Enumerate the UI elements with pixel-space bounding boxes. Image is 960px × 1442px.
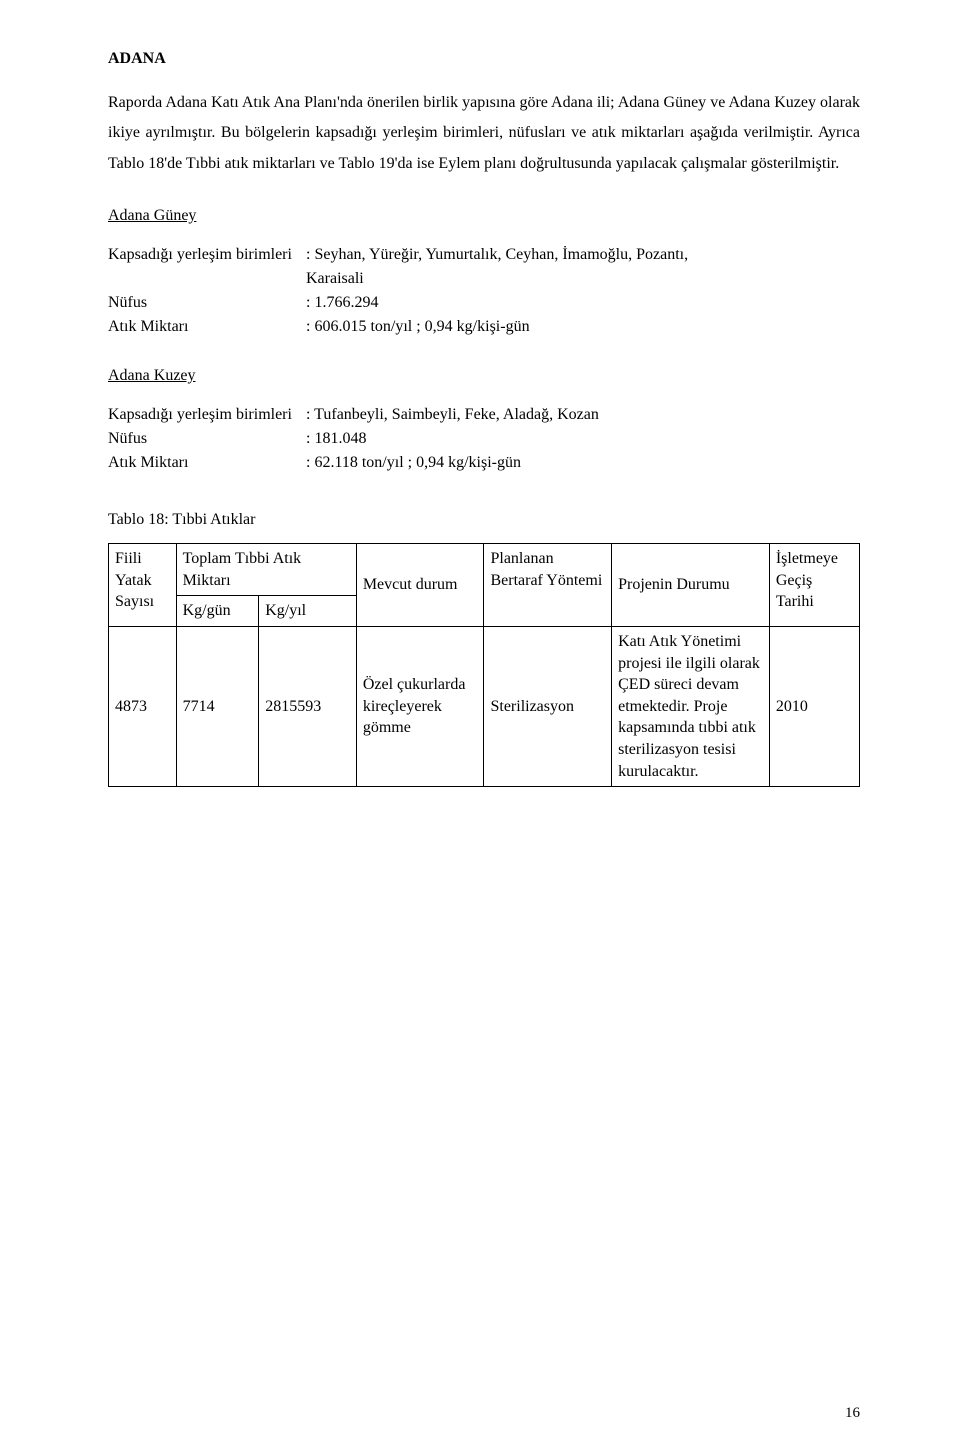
th-planlanan: Planlanan Bertaraf Yöntemi [484, 544, 612, 627]
kuzey-kapsam-value: : Tufanbeyli, Saimbeyli, Feke, Aladağ, K… [306, 403, 860, 427]
guney-nufus-label: Nüfus [108, 291, 306, 315]
kuzey-atik-value: : 62.118 ton/yıl ; 0,94 kg/kişi-gün [306, 451, 860, 475]
table18-caption: Tablo 18: Tıbbi Atıklar [108, 511, 860, 529]
guney-heading: Adana Güney [108, 207, 860, 225]
guney-atik-label: Atık Miktarı [108, 315, 306, 339]
th-toplam: Toplam Tıbbi Atık Miktarı [176, 544, 356, 596]
page-number: 16 [845, 1405, 860, 1422]
td-projenin: Katı Atık Yönetimi projesi ile ilgili ol… [612, 626, 770, 786]
guney-kapsam-label: Kapsadığı yerleşim birimleri [108, 243, 306, 267]
th-mevcut: Mevcut durum [356, 544, 484, 627]
kuzey-kapsam-label: Kapsadığı yerleşim birimleri [108, 403, 306, 427]
table-row: 4873 7714 2815593 Özel çukurlarda kireçl… [109, 626, 860, 786]
table-header-row: Fiili Yatak Sayısı Toplam Tıbbi Atık Mik… [109, 544, 860, 596]
kuzey-heading: Adana Kuzey [108, 367, 860, 385]
td-mevcut: Özel çukurlarda kireçleyerek gömme [356, 626, 484, 786]
guney-atik-value: : 606.015 ton/yıl ; 0,94 kg/kişi-gün [306, 315, 860, 339]
th-kg-yil: Kg/yıl [259, 596, 357, 627]
th-projenin: Projenin Durumu [612, 544, 770, 627]
guney-kapsam-value-2: Karaisali [306, 267, 364, 291]
intro-paragraph: Raporda Adana Katı Atık Ana Planı'nda ön… [108, 88, 860, 179]
kuzey-nufus-value: : 181.048 [306, 427, 860, 451]
kuzey-nufus-label: Nüfus [108, 427, 306, 451]
guney-block: Kapsadığı yerleşim birimleri : Seyhan, Y… [108, 243, 860, 339]
guney-kapsam-value-1: : Seyhan, Yüreğir, Yumurtalık, Ceyhan, İ… [306, 243, 860, 267]
guney-nufus-value: : 1.766.294 [306, 291, 860, 315]
kuzey-atik-label: Atık Miktarı [108, 451, 306, 475]
td-fiili: 4873 [109, 626, 177, 786]
td-kg-gun: 7714 [176, 626, 259, 786]
td-planlanan: Sterilizasyon [484, 626, 612, 786]
table18: Fiili Yatak Sayısı Toplam Tıbbi Atık Mik… [108, 543, 860, 787]
th-isletmeye: İşletmeye Geçiş Tarihi [769, 544, 859, 627]
th-fiili: Fiili Yatak Sayısı [109, 544, 177, 627]
td-isletmeye: 2010 [769, 626, 859, 786]
td-kg-yil: 2815593 [259, 626, 357, 786]
kuzey-block: Kapsadığı yerleşim birimleri : Tufanbeyl… [108, 403, 860, 475]
th-kg-gun: Kg/gün [176, 596, 259, 627]
page-title: ADANA [108, 50, 860, 68]
